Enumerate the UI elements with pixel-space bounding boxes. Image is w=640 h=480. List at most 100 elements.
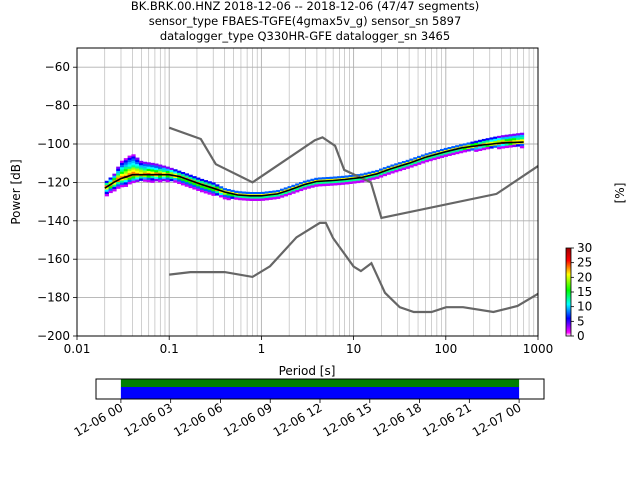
psd-cell — [104, 191, 109, 195]
psd-cell — [302, 185, 308, 188]
psd-cell — [158, 179, 163, 183]
x-tick-label: 1000 — [523, 342, 554, 356]
psd-cell — [142, 179, 148, 182]
psd-cell — [443, 147, 448, 151]
psd-cell — [188, 174, 193, 178]
psd-cell — [123, 177, 129, 181]
psd-cell — [333, 180, 338, 184]
y-tick-label: −100 — [37, 137, 70, 151]
psd-cell — [276, 189, 281, 193]
psd-cell — [123, 173, 129, 176]
psd-cell — [283, 187, 288, 190]
psd-cell — [356, 178, 361, 181]
psd-cell — [135, 164, 140, 167]
psd-cell — [340, 182, 346, 185]
psd-cell — [508, 138, 513, 141]
y-axis-ticks: −200 −180 −160 −140 −120 −100 −80 −60 — [37, 60, 77, 343]
psd-cell — [432, 157, 437, 161]
psd-cell — [119, 173, 125, 177]
y-tick-label: −80 — [45, 99, 70, 113]
psd-cell — [508, 145, 513, 148]
psd-cell — [161, 165, 167, 168]
psd-cell — [131, 167, 136, 170]
psd-cell — [131, 154, 136, 157]
psd-cell — [409, 158, 414, 161]
psd-cell — [302, 187, 308, 190]
psd-cell — [146, 162, 151, 165]
psd-cell — [474, 147, 479, 150]
low-noise-model-line — [169, 221, 539, 314]
psd-cell — [123, 160, 129, 163]
psd-cell — [154, 163, 159, 166]
psd-cell — [142, 163, 148, 167]
colorbar-tick-label: 15 — [577, 285, 592, 299]
psd-cell — [154, 165, 159, 169]
psd-cell — [150, 167, 155, 170]
colorbar — [565, 247, 572, 337]
psd-cell — [241, 191, 247, 194]
psd-cell — [348, 181, 353, 184]
psd-cell — [333, 183, 338, 186]
psd-cell — [135, 177, 140, 180]
psd-cell — [306, 184, 311, 187]
psd-cell — [363, 177, 368, 180]
psd-cell — [500, 139, 506, 142]
psd-cell — [139, 163, 144, 166]
psd-cell — [184, 173, 189, 176]
psd-cell — [119, 165, 125, 168]
psd-cell — [439, 148, 445, 152]
psd-cell — [177, 177, 182, 180]
psd-cell — [142, 177, 148, 180]
psd-cell — [199, 185, 205, 188]
psd-cell — [455, 145, 460, 148]
psd-cell — [481, 138, 487, 142]
psd-cell — [420, 161, 426, 164]
psd-cell — [215, 193, 220, 196]
psd-cell — [226, 195, 231, 199]
psd-cell — [104, 182, 109, 186]
title-line-2: sensor_type FBAES-TGFE(4gmax5v_g) sensor… — [149, 14, 462, 28]
psd-cell — [398, 166, 403, 169]
psd-cell — [142, 166, 148, 169]
psd-cell — [409, 165, 414, 168]
psd-cell — [188, 183, 193, 186]
psd-cell — [249, 198, 254, 201]
psd-cell — [390, 164, 395, 167]
psd-cell — [169, 178, 174, 182]
psd-cell — [344, 182, 349, 185]
psd-cell — [238, 191, 243, 194]
psd-cell — [504, 134, 509, 138]
psd-cell — [116, 184, 121, 187]
psd-cell — [478, 139, 483, 143]
psd-cell — [359, 173, 365, 176]
mean-psd-line — [104, 141, 524, 197]
psd-cell — [291, 189, 296, 192]
psd-cell — [192, 184, 197, 188]
chart-title: BK.BRK.00.HNZ 2018-12-06 -- 2018-12-06 (… — [131, 0, 479, 43]
psd-cell — [207, 192, 212, 195]
psd-cell — [211, 193, 216, 196]
psd-cell — [158, 164, 163, 167]
psd-cell — [123, 158, 129, 161]
psd-cell — [104, 187, 109, 190]
psd-cell — [291, 184, 296, 188]
psd-cell — [478, 146, 483, 149]
psd-cell — [154, 174, 159, 177]
psd-cell — [169, 167, 174, 171]
psd-cell — [142, 168, 148, 171]
psd-cell — [516, 139, 521, 143]
psd-cell — [512, 142, 517, 145]
psd-histogram — [104, 132, 525, 201]
psd-cell — [443, 154, 448, 157]
psd-cell — [420, 158, 426, 162]
psd-cell — [458, 144, 464, 147]
psd-cell — [337, 182, 342, 186]
colorbar-tick-label: 0 — [577, 329, 585, 343]
psd-cell — [180, 174, 186, 177]
psd-cell — [119, 169, 125, 172]
timeline-tick-label: 12-06 18 — [370, 400, 424, 439]
psd-cell — [272, 190, 277, 193]
psd-cell — [310, 185, 315, 188]
